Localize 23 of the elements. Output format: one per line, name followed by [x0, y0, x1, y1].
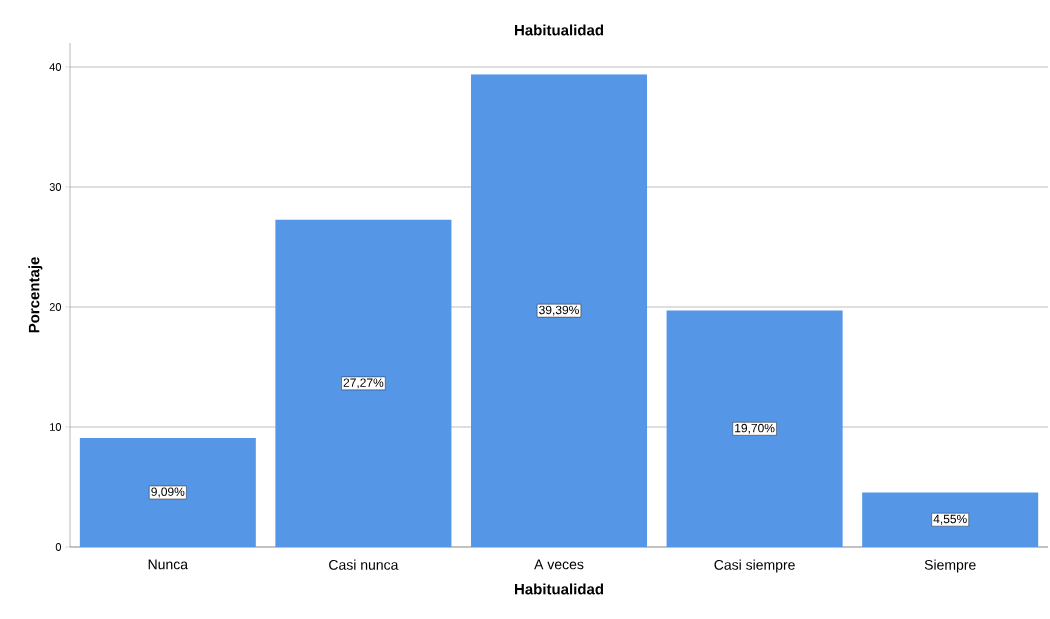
x-tick-label: Nunca — [148, 559, 189, 570]
x-axis-title: Habitualidad — [515, 583, 604, 595]
bar — [666, 310, 843, 547]
x-tick-label: Casi nunca — [329, 559, 399, 570]
x-tick-label: A veces — [534, 559, 584, 570]
chart-title: Habitualidad — [515, 24, 604, 36]
y-tick-label: 20 — [49, 303, 62, 311]
y-tick-label: 40 — [49, 63, 62, 71]
bar — [275, 219, 452, 547]
x-tick-label: Casi siempre — [714, 559, 795, 573]
y-tick-label: 30 — [49, 183, 62, 191]
data-label: 39,39% — [539, 305, 579, 316]
bar — [79, 437, 256, 547]
bar — [862, 492, 1039, 547]
data-label: 9,09% — [151, 487, 185, 498]
y-axis-title: Porcentaje — [28, 257, 43, 333]
bar — [470, 74, 648, 547]
data-label: 19,70% — [735, 423, 775, 434]
x-tick-label: Siempre — [924, 559, 976, 573]
data-label: 4,55% — [933, 514, 967, 525]
data-label: 27,27% — [343, 378, 384, 389]
y-tick-label: 0 — [55, 543, 62, 551]
y-tick-label: 10 — [50, 423, 62, 431]
